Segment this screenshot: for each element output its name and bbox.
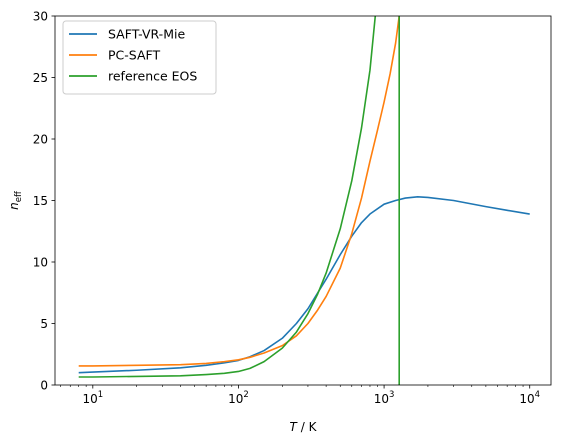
y-tick-label: 5 — [40, 317, 48, 331]
series-line-reference-eos — [78, 16, 377, 378]
x-tick-label: 101 — [82, 390, 103, 406]
legend-box — [62, 20, 217, 95]
y-axis-label: neff — [7, 190, 24, 210]
y-tick-label: 20 — [33, 132, 48, 146]
x-tick-label: 103 — [374, 390, 395, 406]
y-tick-label: 30 — [33, 9, 48, 23]
series-line-pc-saft — [78, 16, 400, 367]
y-tick-label: 10 — [33, 255, 48, 269]
series-lines — [78, 16, 530, 385]
legend-label-reference-eos: reference EOS — [108, 69, 197, 84]
x-tick-label: 102 — [228, 390, 249, 406]
legend: SAFT-VR-Mie PC-SAFT reference EOS — [62, 20, 217, 95]
x-axis-label: T / K — [290, 420, 318, 434]
series-line-saft-vr-mie — [78, 196, 530, 374]
x-tick-label: 104 — [519, 390, 540, 406]
legend-label-pc-saft: PC-SAFT — [108, 48, 160, 63]
y-tick-label: 15 — [33, 194, 48, 208]
legend-label-saft-vr-mie: SAFT-VR-Mie — [108, 27, 185, 42]
y-tick-label: 0 — [40, 378, 48, 392]
y-tick-label: 25 — [33, 71, 48, 85]
axes: 101 102 103 104 0 5 10 15 20 25 30 T / K neff — [7, 9, 552, 434]
plot-frame — [54, 15, 552, 386]
